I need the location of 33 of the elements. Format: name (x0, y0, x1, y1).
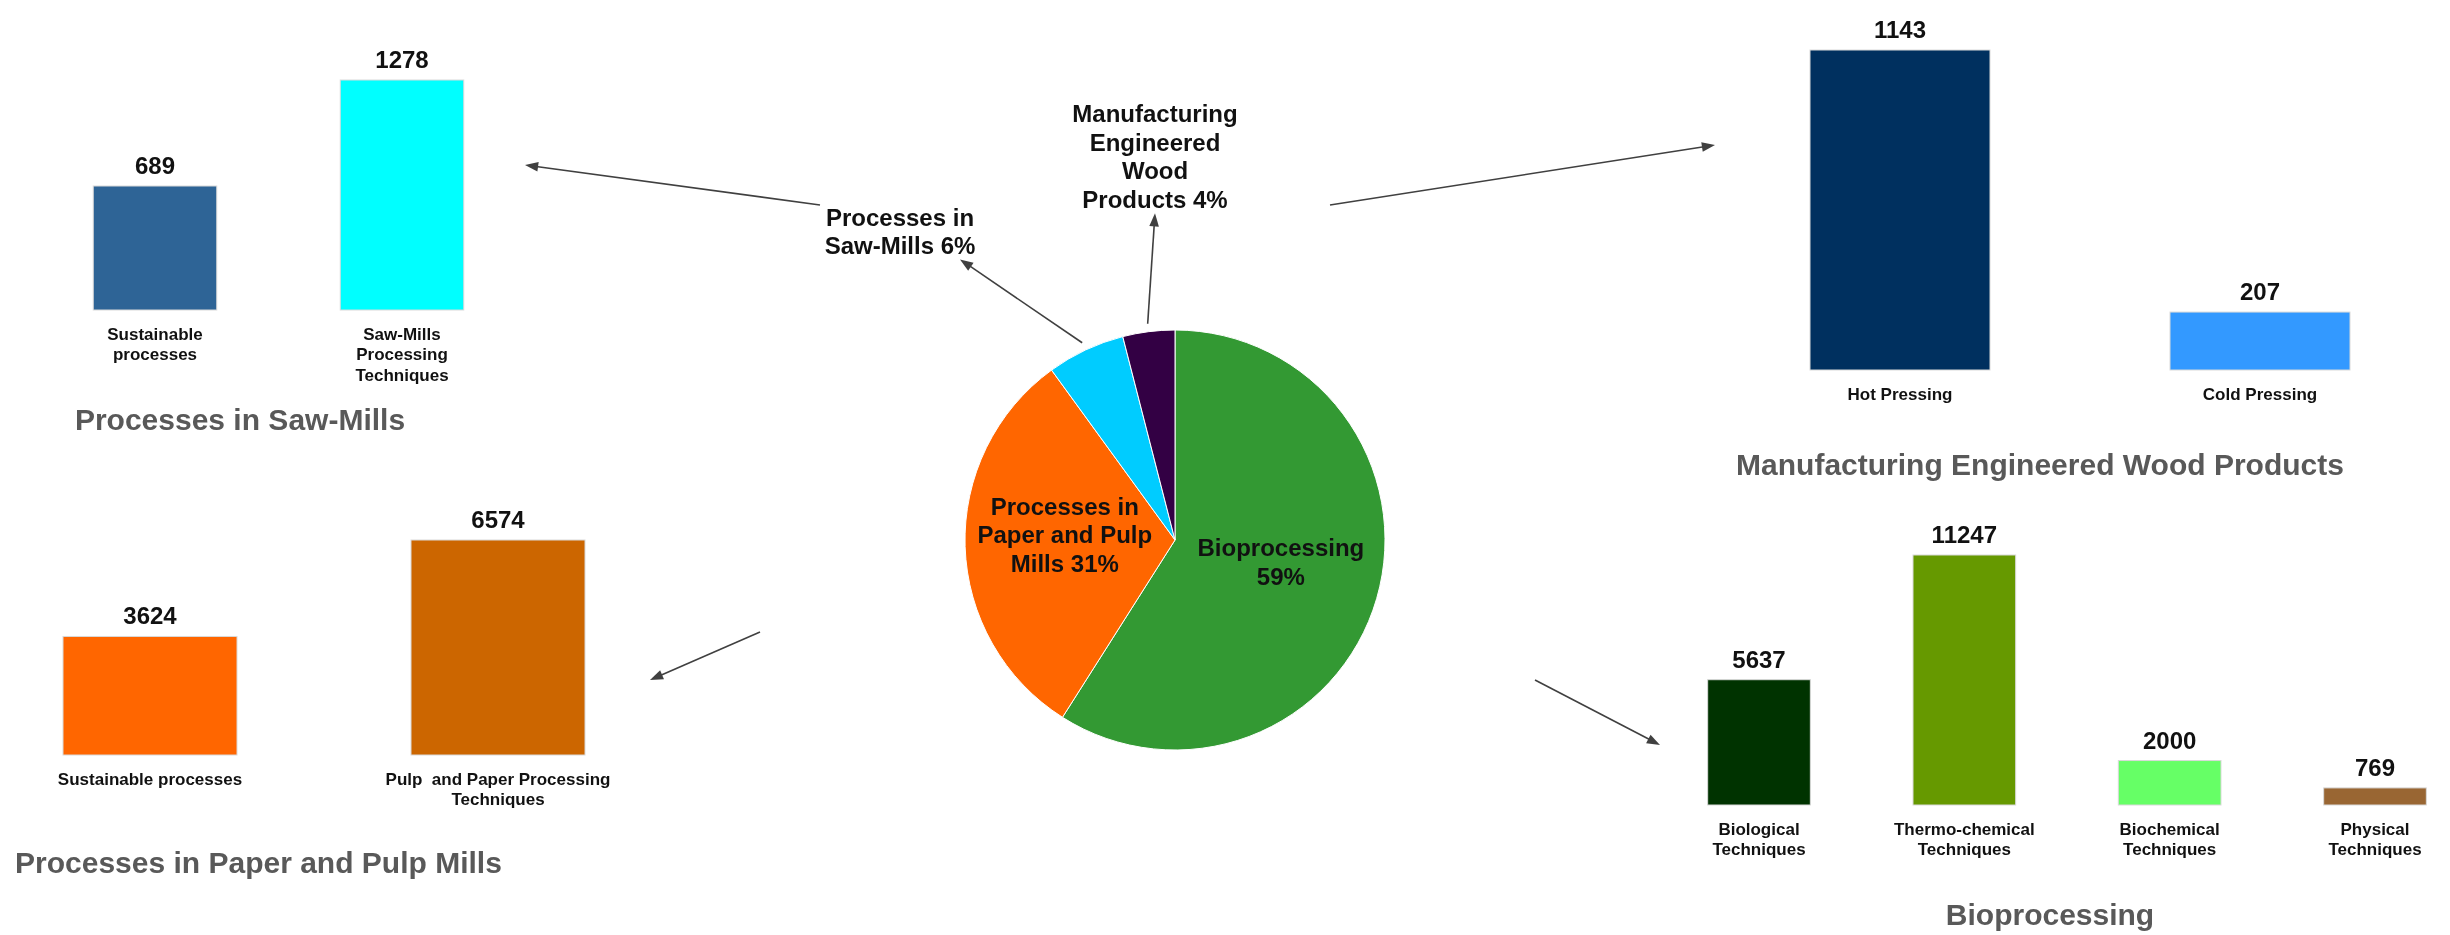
data-label: 769 (2354, 753, 2396, 781)
data-label: 3624 (123, 602, 178, 630)
data-label: 689 (134, 152, 176, 179)
slice-label: Processes in Saw-Mills 6% (824, 203, 976, 260)
x-tick-label: Sustainable processes (57, 770, 243, 789)
x-tick-label: Biological Techniques (1712, 820, 1806, 860)
data-label: 5637 (1732, 645, 1786, 673)
x-tick-label: Biochemical Techniques (2119, 820, 2220, 860)
data-label: 1143 (1873, 16, 1927, 43)
x-tick-label: Cold Pressing (2202, 385, 2318, 404)
bar (1912, 554, 2017, 806)
x-tick-label: Sustainable processes (107, 325, 203, 365)
text: Processes in Paper and Pulp Mills (15, 846, 502, 879)
data-label: 207 (2239, 278, 2281, 306)
data-label: 2000 (2142, 726, 2197, 754)
slice-label: Processes in Paper and Pulp Mills 31% (977, 492, 1153, 578)
data-label: 6574 (471, 506, 526, 533)
bar (1707, 679, 1811, 806)
data-label: 11247 (1931, 521, 1998, 548)
text: Bioprocessing (1945, 898, 2155, 931)
slice-label: Bioprocessing (1197, 534, 1365, 562)
x-tick-label: Saw-Mills Processing Techniques (355, 325, 449, 385)
slice-label: Manufacturing Engineered Wood Products 4% (1072, 99, 1238, 214)
x-tick-label: Pulp and Paper Processing Techniques (385, 770, 611, 810)
bar (2323, 787, 2427, 806)
x-tick-label: Thermo-chemical Techniques (1893, 820, 2035, 860)
x-tick-label: Physical Techniques (2328, 820, 2422, 860)
bar (2117, 760, 2222, 806)
text: Manufacturing Engineered Wood Products (1736, 448, 2344, 481)
data-label: 59% (1256, 563, 1305, 591)
text: Processes in Saw-Mills (74, 403, 406, 436)
x-tick-label: Hot Pressing (1847, 385, 1953, 404)
data-label: 1278 (375, 46, 429, 73)
